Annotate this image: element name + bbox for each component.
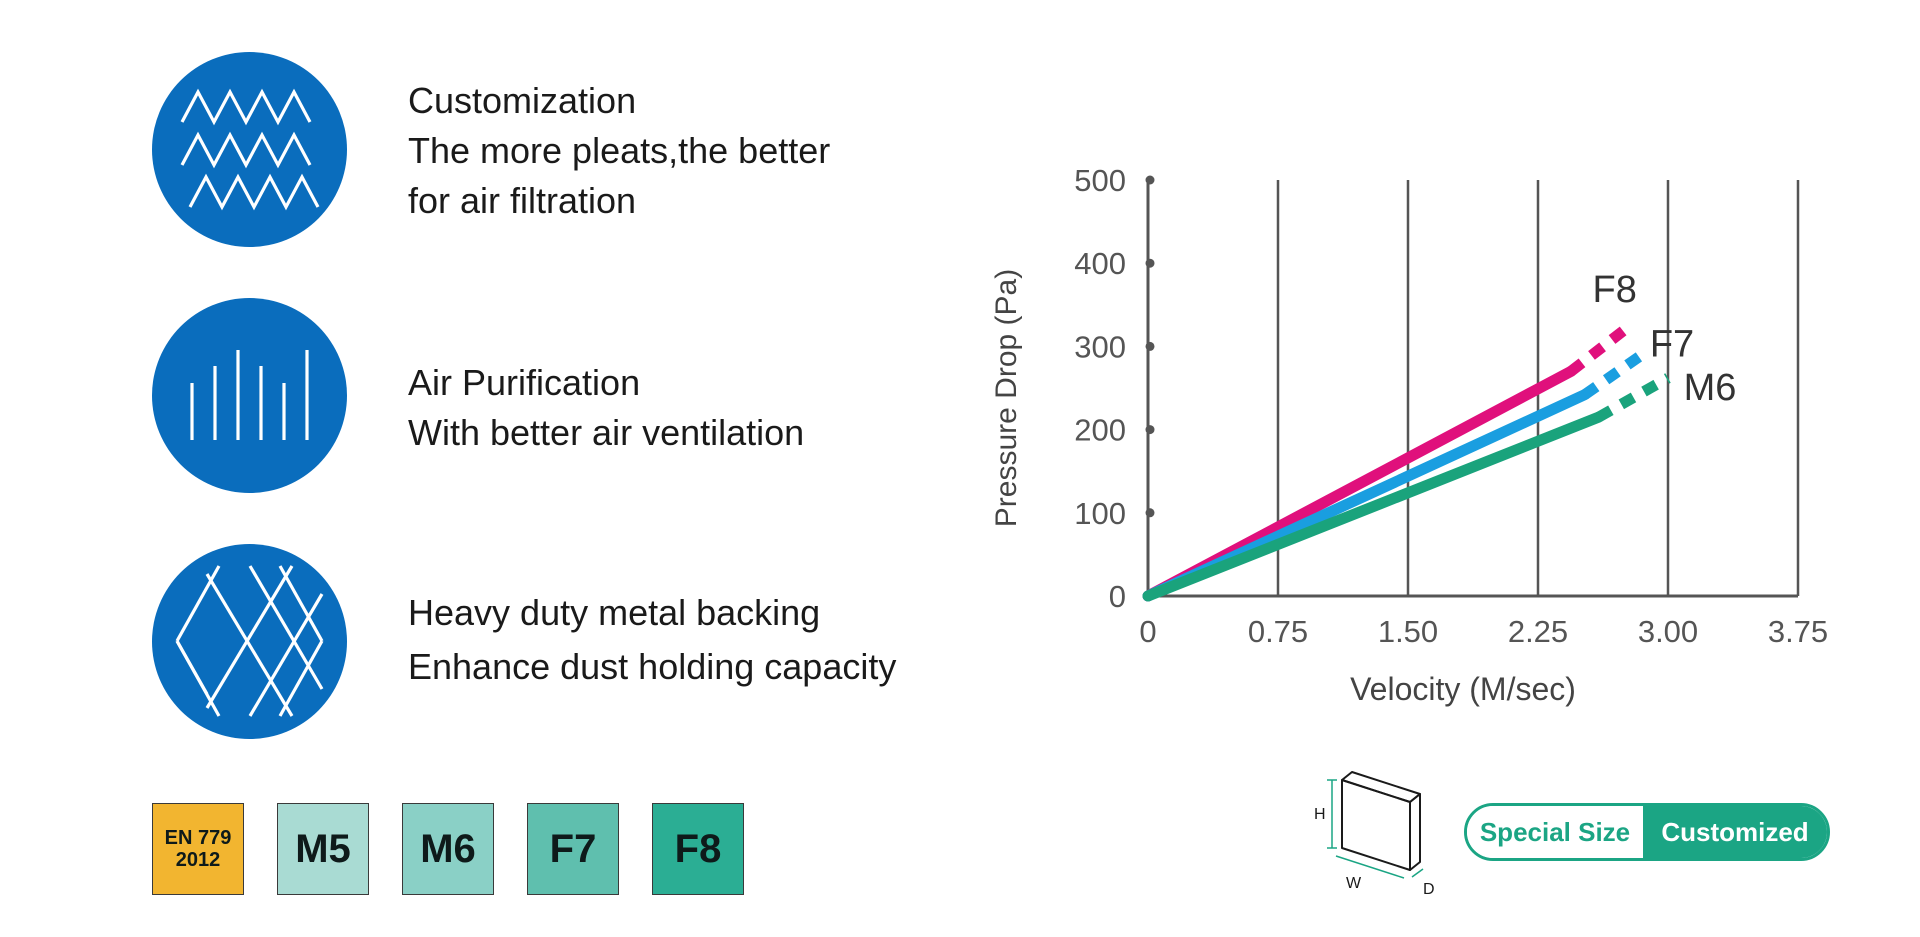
zigzag-pleats-icon: [152, 52, 347, 247]
x-tick-label: 3.00: [1638, 614, 1698, 649]
x-tick-label: 0.75: [1248, 614, 1308, 649]
series-m6-solid-line: [1142, 411, 1605, 602]
y-tick-mark: [1145, 425, 1155, 435]
y-tick-mark: [1145, 175, 1155, 185]
series-m6-dashed-line: [1595, 373, 1671, 422]
y-tick-mark: [1145, 341, 1155, 351]
depth-label: D: [1423, 881, 1435, 898]
feature-customization-text: Customization The more pleats,the better…: [408, 76, 830, 226]
feature-line: With better air ventilation: [408, 412, 805, 453]
x-tick-label: 1.50: [1378, 614, 1438, 649]
width-label: W: [1346, 875, 1362, 892]
y-tick-mark: [1145, 258, 1155, 268]
x-tick-label: 3.75: [1768, 614, 1828, 649]
feature-air-purification-text: Air Purification With better air ventila…: [408, 358, 804, 458]
height-label: H: [1314, 806, 1326, 823]
x-tick-label: 0: [1139, 614, 1156, 649]
x-axis-title: Velocity (M/sec): [1350, 671, 1576, 707]
feature-line: for air filtration: [408, 180, 637, 221]
feature-title: Heavy duty metal backing: [408, 592, 821, 633]
feature-title: Air Purification: [408, 362, 641, 403]
y-tick-label: 400: [1074, 246, 1126, 281]
grade-f7-badge: F7: [527, 803, 619, 895]
grade-en779-line2: 2012: [175, 849, 221, 871]
special-size-label: Special Size: [1467, 806, 1643, 858]
grade-m5-badge: M5: [277, 803, 369, 895]
feature-line: Enhance dust holding capacity: [408, 646, 897, 687]
x-tick-label: 2.25: [1508, 614, 1568, 649]
grade-m6-badge: M6: [402, 803, 494, 895]
y-tick-label: 100: [1074, 496, 1126, 531]
y-axis-title: Pressure Drop (Pa): [990, 269, 1023, 527]
box-dimensions-icon: H W D: [1314, 771, 1435, 898]
grade-f8-badge: F8: [652, 803, 744, 895]
pressure-drop-chart: 0 100 200 300 400 500 0 0.75 1.50 2.25 3.00 3.75 Vel…: [990, 163, 1828, 707]
y-tick-label: 200: [1074, 413, 1126, 448]
y-tick-mark: [1145, 508, 1155, 518]
feature-title: Customization: [408, 80, 637, 121]
series-f8-dashed-line: [1567, 325, 1629, 376]
feature-metal-backing-text: Heavy duty metal backing Enhance dust ho…: [408, 586, 896, 694]
feature-line: The more pleats,the better: [408, 130, 831, 171]
series-f8-label: F8: [1592, 269, 1636, 311]
y-tick-label: 500: [1074, 163, 1126, 198]
diamond-mesh-icon: [152, 544, 347, 739]
series-m6-label: M6: [1684, 367, 1737, 409]
series-f7-dashed-line: [1581, 350, 1646, 400]
special-size-customized-badge: Special Size Customized: [1464, 803, 1830, 861]
series-f7-label: F7: [1650, 324, 1694, 366]
grade-en779-badge: EN 779 2012: [152, 803, 244, 895]
y-tick-label: 0: [1109, 579, 1126, 614]
customized-label: Customized: [1643, 806, 1827, 858]
vertical-lines-icon: [152, 298, 347, 493]
grade-en779-line1: EN 779: [164, 827, 232, 849]
y-tick-label: 300: [1074, 329, 1126, 364]
